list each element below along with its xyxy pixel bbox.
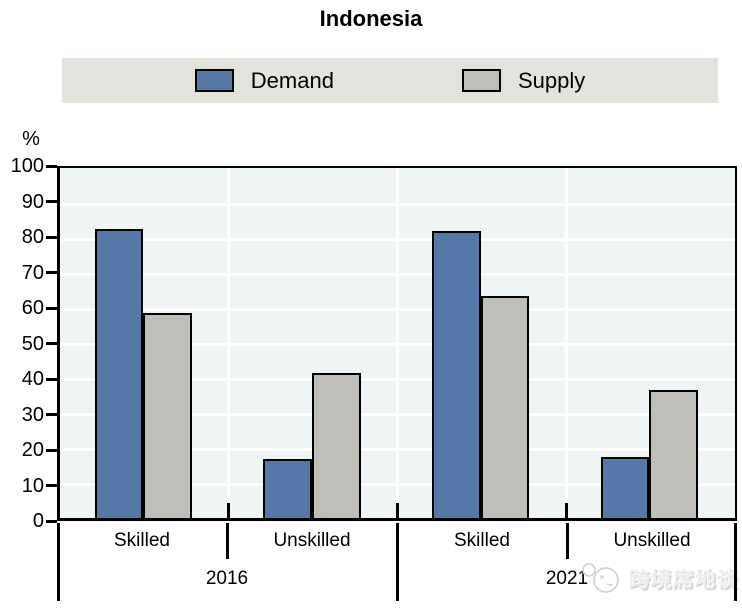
bar-supply-unskilled-2016 <box>311 372 361 518</box>
gridline-vertical <box>396 168 399 518</box>
bar-demand-unskilled-2016 <box>263 458 312 518</box>
bar-supply-unskilled-2021 <box>649 390 699 518</box>
chat-bubble-doodle-logo <box>582 563 619 596</box>
y-axis-tick-label: 60 <box>21 297 44 319</box>
bar-supply-skilled-2016 <box>143 313 192 518</box>
year-label-row: 2016 2021 <box>57 559 737 601</box>
category-separator-tick <box>565 523 569 559</box>
y-axis-tick <box>46 235 57 239</box>
legend-bar: Demand Supply <box>62 58 718 103</box>
category-label: Unskilled <box>613 530 691 551</box>
y-axis-tick <box>46 164 57 168</box>
year-separator-line <box>395 523 399 601</box>
category-separator-tick <box>225 523 229 559</box>
plot-area <box>57 166 737 521</box>
y-axis-tick <box>46 200 57 203</box>
watermark-text: 跨境席地谈 <box>629 569 739 592</box>
y-axis-tick-label: 10 <box>21 474 44 497</box>
year-separator-line <box>734 523 737 601</box>
x-axis-labels: Skilled Unskilled Skilled Unskilled 2016 2021 <box>57 521 737 605</box>
y-axis-tick <box>46 519 57 523</box>
category-label: Unskilled <box>273 530 351 551</box>
category-label-row: Skilled Unskilled Skilled Unskilled <box>57 521 737 559</box>
watermark: 跨境席地谈 <box>581 561 739 597</box>
y-axis-tick <box>46 413 57 416</box>
y-axis-tick <box>46 484 57 487</box>
y-axis-unit-label: % <box>22 128 40 150</box>
gridline-vertical <box>564 168 568 518</box>
category-label: Skilled <box>454 530 510 551</box>
year-label: 2021 <box>545 568 589 589</box>
bar-demand-skilled-2016 <box>94 229 144 518</box>
x-axis-boundary-tick <box>396 503 399 518</box>
y-axis-tick-label: 80 <box>21 226 44 248</box>
y-axis-tick-label: 0 <box>32 510 44 532</box>
y-axis-tick-label: 50 <box>21 332 44 355</box>
legend-label: Demand <box>250 67 334 93</box>
year-label: 2016 <box>205 568 249 589</box>
chart-title: Indonesia <box>319 6 423 31</box>
y-axis-tick <box>46 377 57 381</box>
category-label: Skilled <box>114 530 170 551</box>
y-axis-tick <box>46 271 57 274</box>
y-axis-tick <box>46 306 57 310</box>
y-axis-tick-label: 100 <box>10 155 44 177</box>
legend-label: Supply <box>517 67 586 93</box>
y-axis-tick-label: 90 <box>21 190 44 213</box>
y-axis-tick <box>46 342 57 345</box>
bar-supply-skilled-2021 <box>480 295 530 518</box>
legend-swatch-demand <box>194 69 234 92</box>
legend-entry: Supply <box>461 67 586 94</box>
y-axis-tick-label: 20 <box>21 439 44 461</box>
y-axis-tick <box>46 448 57 452</box>
year-separator-line <box>57 523 60 601</box>
y-axis-tick-label: 30 <box>21 403 44 426</box>
x-axis-boundary-tick <box>227 503 231 518</box>
legend-entry: Demand <box>194 67 334 94</box>
bar-demand-skilled-2021 <box>432 231 481 518</box>
bar-demand-unskilled-2021 <box>600 456 650 518</box>
y-axis-tick-label: 70 <box>21 261 44 284</box>
y-axis-tick-label: 40 <box>21 368 44 390</box>
legend-swatch-supply <box>461 69 501 92</box>
x-axis-boundary-tick <box>564 503 568 518</box>
gridline-vertical <box>227 168 231 518</box>
